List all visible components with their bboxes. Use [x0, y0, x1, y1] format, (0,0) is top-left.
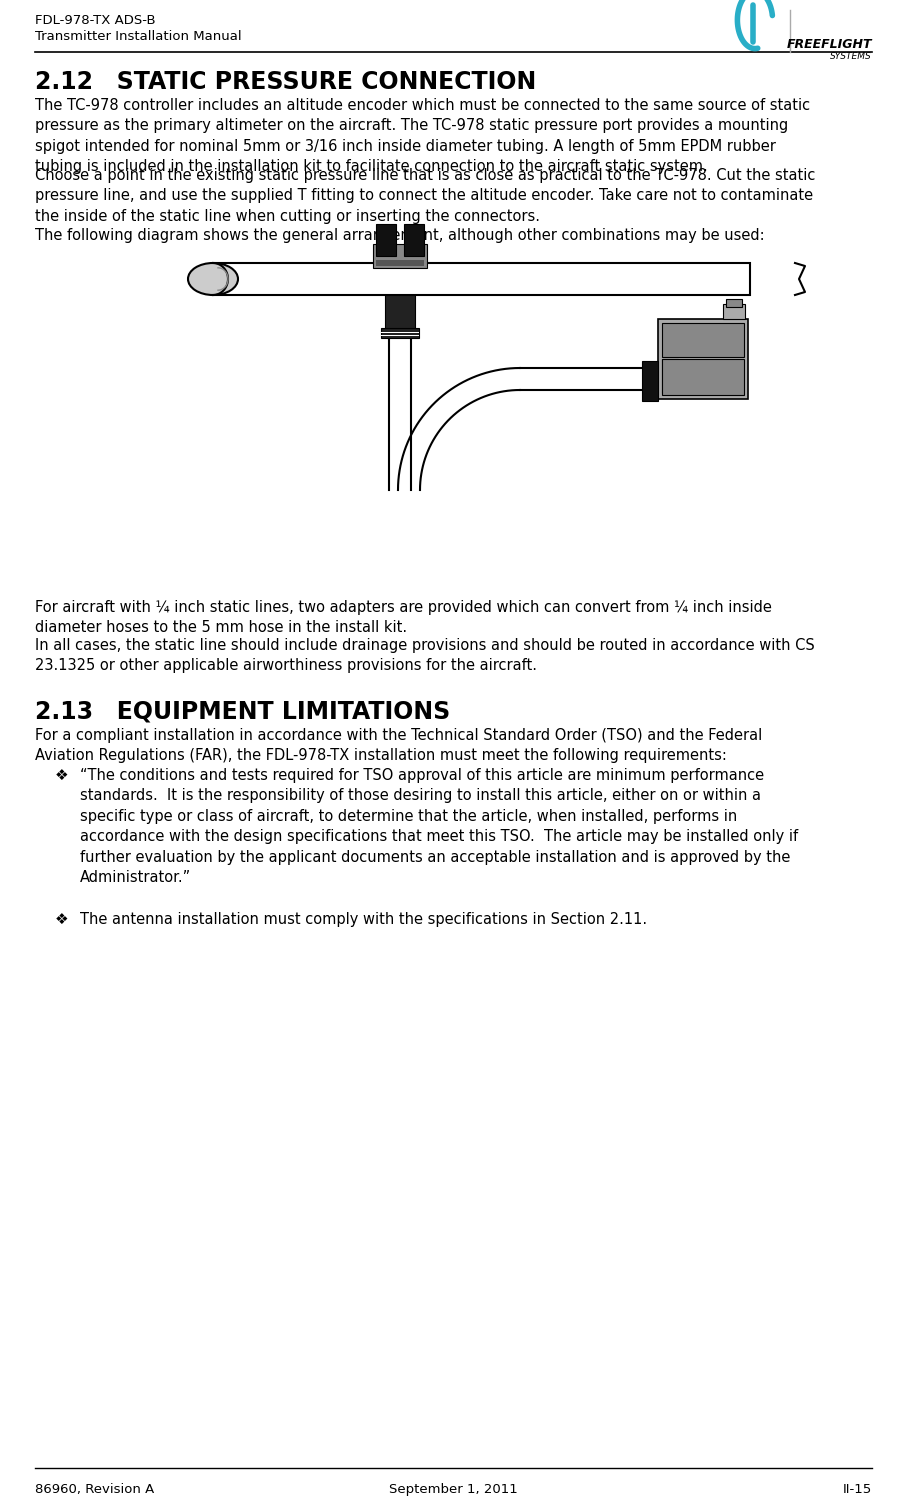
Bar	[381, 328, 419, 338]
Text: The antenna installation must comply with the specifications in Section 2.11.: The antenna installation must comply wit…	[80, 911, 647, 926]
Bar	[213, 263, 750, 295]
Text: In all cases, the static line should include drainage provisions and should be r: In all cases, the static line should inc…	[35, 638, 814, 674]
Text: 2.13 EQUIPMENT LIMITATIONS: 2.13 EQUIPMENT LIMITATIONS	[35, 699, 450, 723]
Bar	[385, 295, 415, 329]
Bar	[658, 319, 748, 399]
Bar	[662, 359, 744, 396]
Bar	[642, 361, 658, 402]
Bar	[404, 224, 424, 256]
Text: ❖: ❖	[55, 911, 69, 926]
Bar	[376, 224, 396, 256]
Bar	[662, 359, 678, 393]
Text: Choose a point in the existing static pressure line that is as close as practica: Choose a point in the existing static pr…	[35, 168, 815, 224]
Bar	[373, 244, 427, 268]
Bar	[376, 260, 424, 266]
Text: ❖: ❖	[55, 769, 69, 784]
Text: Transmitter Installation Manual: Transmitter Installation Manual	[35, 30, 241, 44]
Text: September 1, 2011: September 1, 2011	[388, 1483, 517, 1496]
Text: 2.12 STATIC PRESSURE CONNECTION: 2.12 STATIC PRESSURE CONNECTION	[35, 71, 536, 93]
Text: “The conditions and tests required for TSO approval of this article are minimum : “The conditions and tests required for T…	[80, 769, 798, 884]
Bar	[723, 304, 745, 319]
Text: FREEFLIGHT: FREEFLIGHT	[786, 38, 872, 51]
Text: 86960, Revision A: 86960, Revision A	[35, 1483, 154, 1496]
Text: FDL-978-TX ADS-B: FDL-978-TX ADS-B	[35, 14, 156, 27]
Bar	[662, 323, 744, 356]
Bar	[726, 299, 742, 307]
Text: The TC-978 controller includes an altitude encoder which must be connected to th: The TC-978 controller includes an altitu…	[35, 98, 810, 174]
Text: II-15: II-15	[843, 1483, 872, 1496]
Text: For aircraft with ¼ inch static lines, two adapters are provided which can conve: For aircraft with ¼ inch static lines, t…	[35, 600, 772, 635]
Text: The following diagram shows the general arrangement, although other combinations: The following diagram shows the general …	[35, 229, 765, 244]
Text: For a compliant installation in accordance with the Technical Standard Order (TS: For a compliant installation in accordan…	[35, 728, 762, 764]
Ellipse shape	[188, 263, 238, 295]
Text: SYSTEMS: SYSTEMS	[830, 53, 872, 62]
